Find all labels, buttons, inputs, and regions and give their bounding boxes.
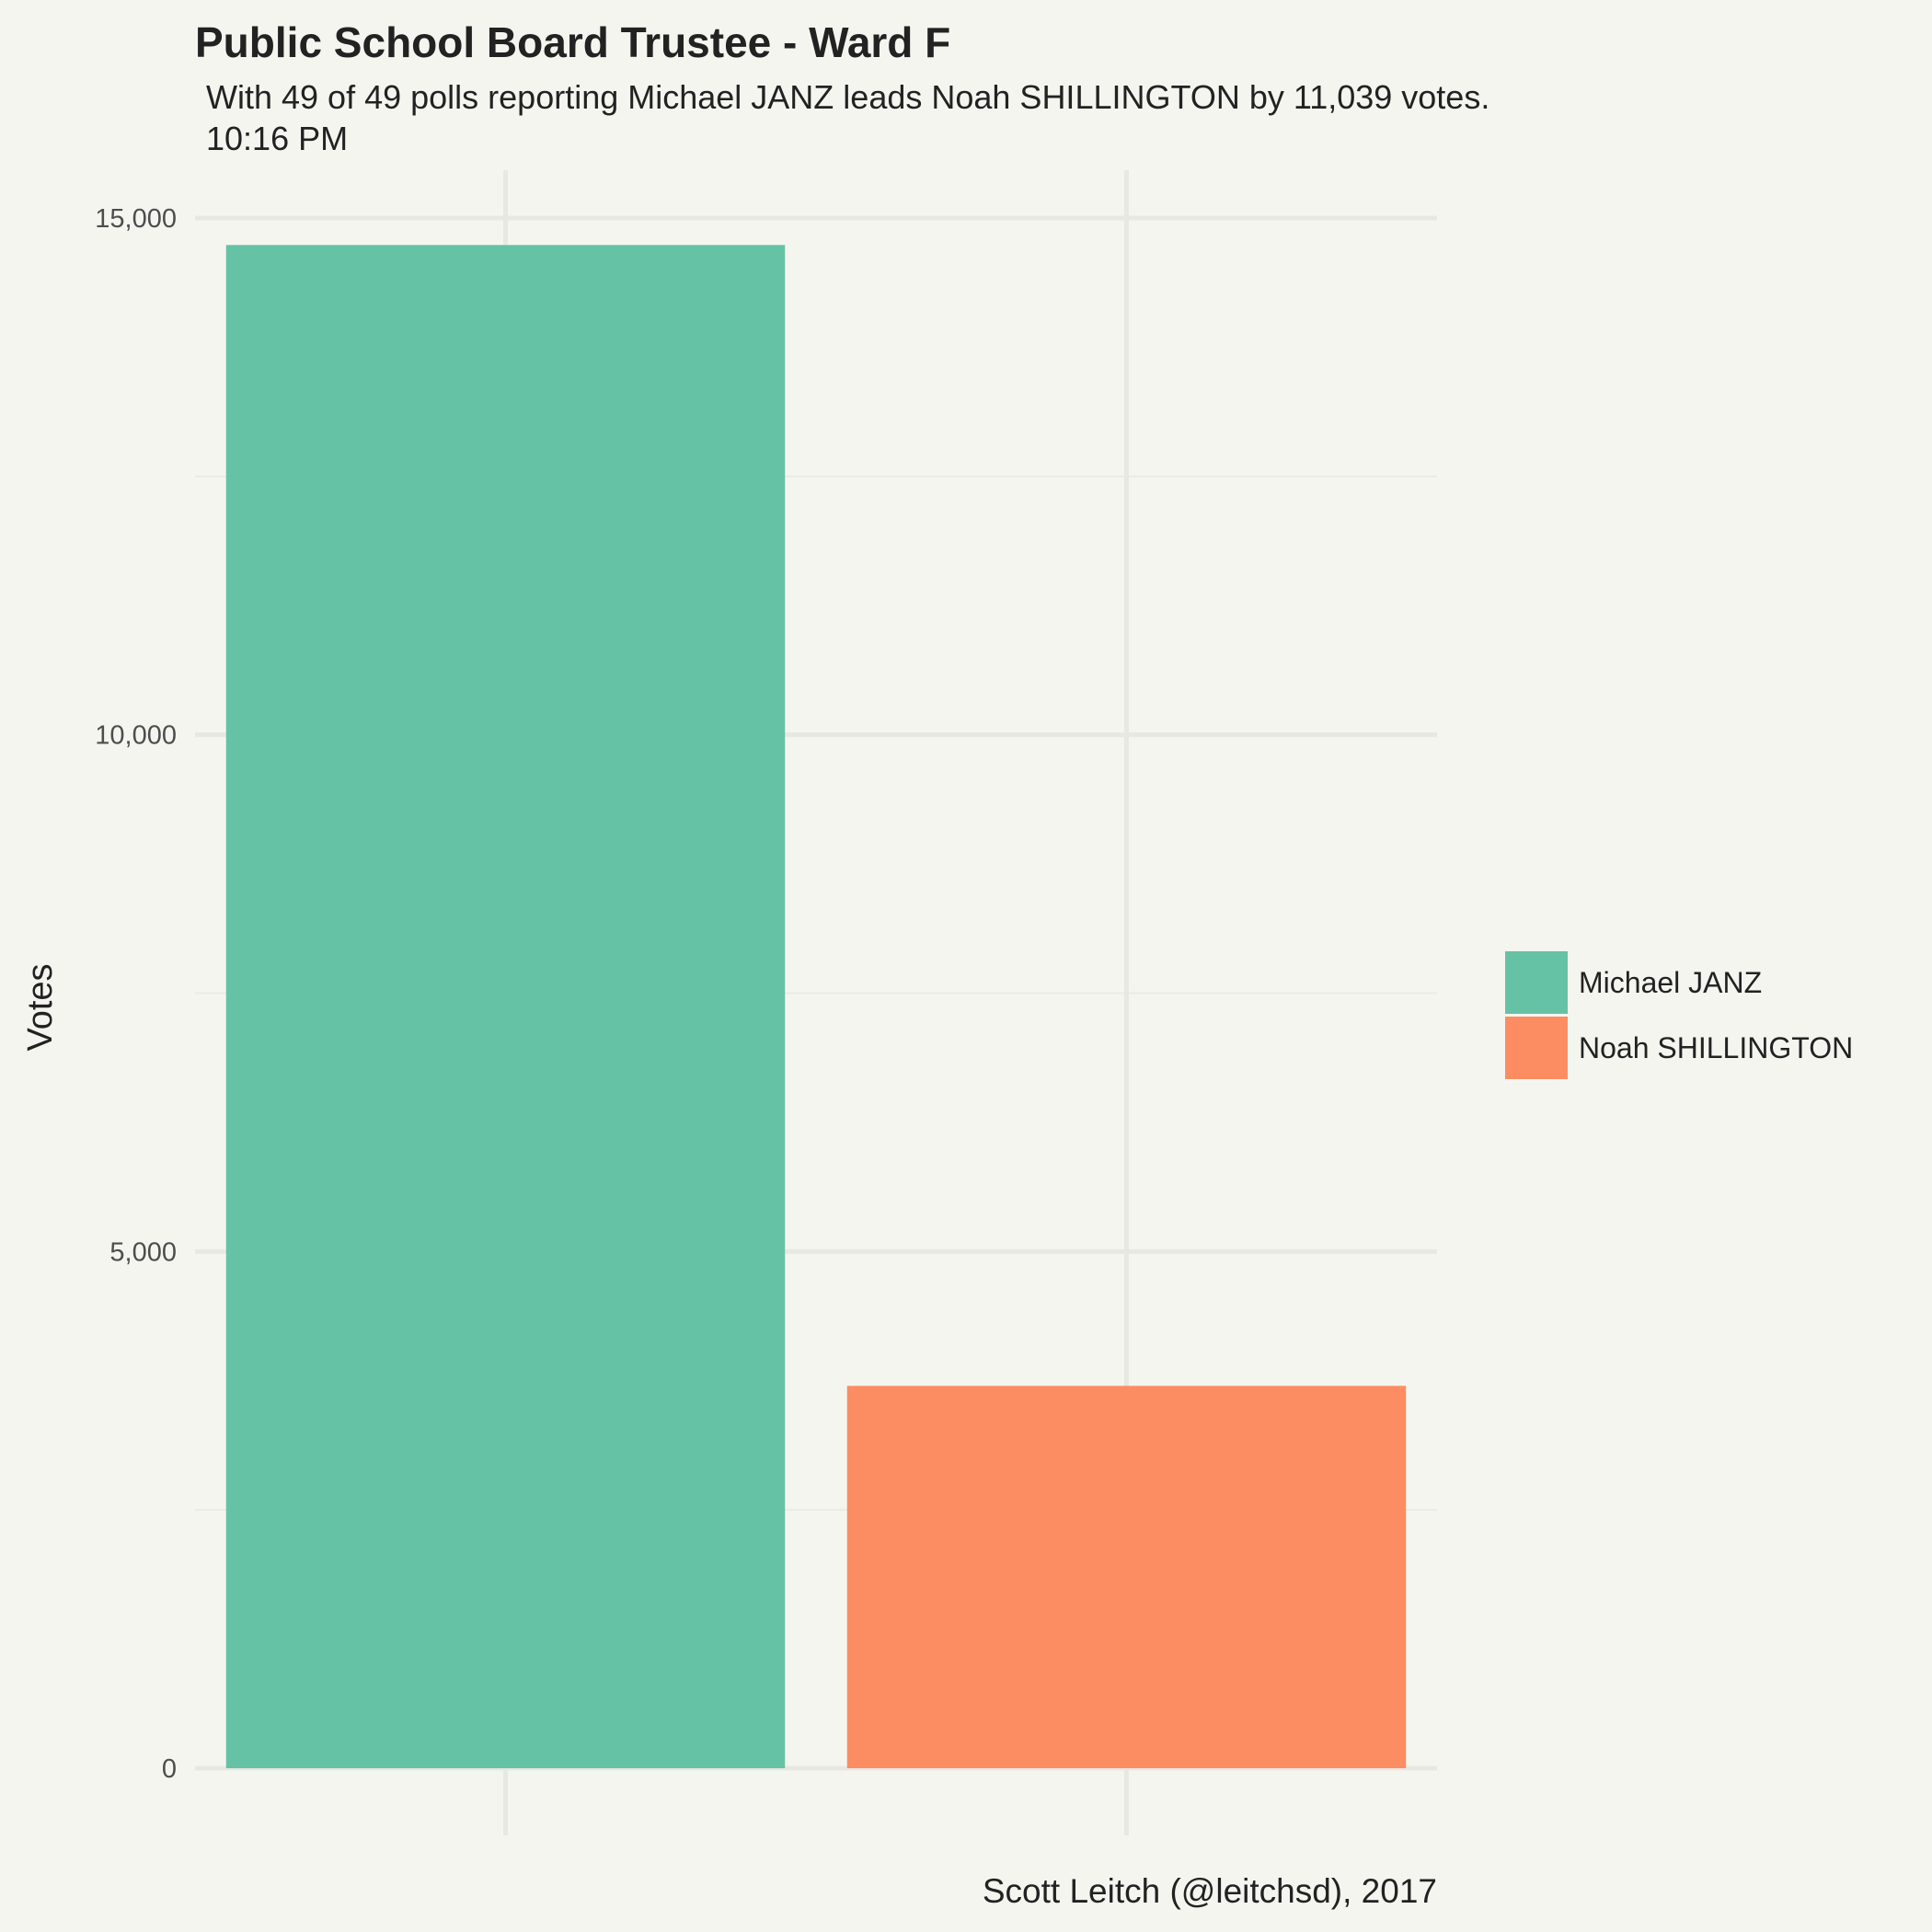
chart-title: Public School Board Trustee - Ward F bbox=[195, 18, 950, 66]
y-axis-title: Votes bbox=[21, 963, 60, 1051]
bars bbox=[225, 245, 1407, 1769]
chart-subtitle-line-2: 10:16 PM bbox=[206, 120, 348, 157]
legend-key bbox=[1505, 1017, 1568, 1079]
legend-key bbox=[1505, 951, 1568, 1014]
bar-michael-janz bbox=[225, 245, 786, 1769]
y-tick-label: 0 bbox=[162, 1754, 177, 1784]
y-axis-tick-labels: 0 5,000 10,000 15,000 bbox=[95, 204, 177, 1784]
bar-noah-shillington bbox=[846, 1386, 1407, 1768]
y-tick-label: 15,000 bbox=[95, 204, 177, 234]
chart-caption: Scott Leitch (@leitchsd), 2017 bbox=[983, 1872, 1437, 1910]
legend: Michael JANZ Noah SHILLINGTON bbox=[1505, 951, 1853, 1079]
y-tick-label: 10,000 bbox=[95, 721, 177, 751]
legend-label: Michael JANZ bbox=[1579, 966, 1762, 999]
y-tick-label: 5,000 bbox=[109, 1237, 177, 1267]
chart-subtitle-line-1: With 49 of 49 polls reporting Michael JA… bbox=[206, 78, 1489, 116]
legend-label: Noah SHILLINGTON bbox=[1579, 1031, 1853, 1064]
